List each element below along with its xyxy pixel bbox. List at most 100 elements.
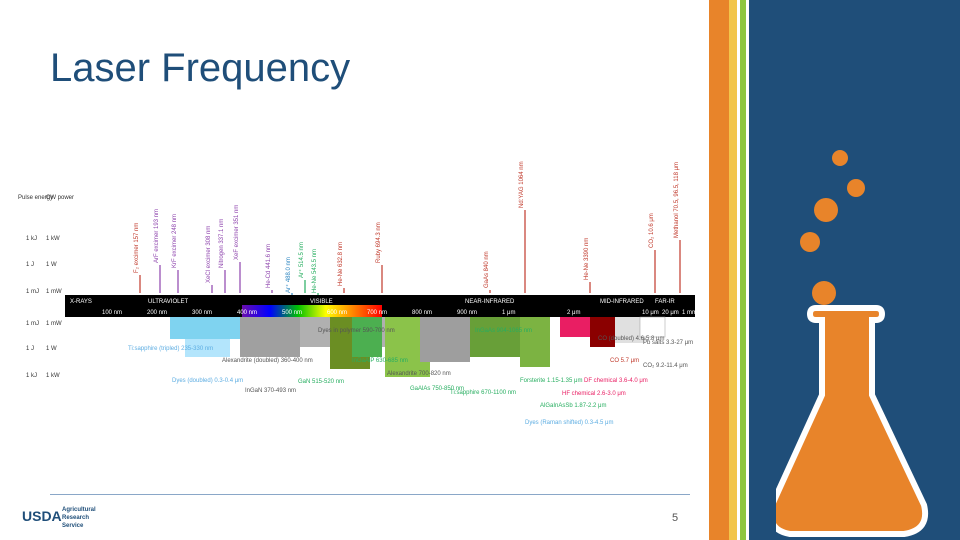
laser-label: Ar⁺ 488.0 nm [285, 257, 292, 293]
uv-scale-bar [65, 305, 242, 317]
laser-range-label: CO (doubled) 4.6-5.8 μm [598, 336, 665, 342]
laser-range-label: Ti:sapphire 670-1100 nm [450, 390, 516, 396]
axis-cw-label: 1 W [46, 262, 57, 268]
ir-scale-bar [382, 305, 695, 317]
tunable-ranges [170, 316, 666, 377]
laser-label: He-Ne 632.8 nm [338, 242, 344, 286]
axis-pulse-label: 1 J [26, 262, 34, 268]
wavelength-tick: 600 nm [327, 310, 347, 316]
wavelength-tick: 400 nm [237, 310, 257, 316]
usda-mark: USDA [22, 508, 62, 524]
bubble-icon [847, 179, 865, 197]
wavelength-ticks: 100 nm 200 nm 300 nm 400 nm 500 nm 600 nm 700 … [102, 310, 697, 316]
laser-range-label: Pb salts 3.3-27 μm [643, 340, 693, 346]
laser-label: XeF excimer 351 nm [234, 205, 240, 260]
bubble-icon [800, 232, 820, 252]
laser-label: Ar⁺ 514.5 nm [298, 242, 305, 278]
laser-label: Nitrogen 337.1 nm [219, 219, 225, 268]
wavelength-tick: 2 μm [567, 310, 580, 316]
laser-label: He-Ne 543.5 nm [312, 249, 318, 293]
spectrum-band-bar [65, 295, 695, 305]
laser-range-label: Alexandrite 700-820 nm [387, 371, 451, 377]
axis-cw-label: 1 mW [46, 289, 62, 295]
band-label: NEAR-INFRARED [465, 299, 515, 305]
wavelength-tick: 700 nm [367, 310, 387, 316]
laser-range-label: InGaAs 904-1065 nm [475, 328, 532, 334]
accent-stripe-yellow [729, 0, 737, 540]
laser-range-label: Alexandrite (doubled) 360-400 nm [222, 358, 313, 364]
upper-laser-labels: F₂ excimer 157 nm ArF excimer 193 nm KrF e… [134, 161, 680, 293]
wavelength-tick: 900 nm [457, 310, 477, 316]
accent-stripe-green [740, 0, 746, 540]
flask-icon [776, 150, 928, 537]
band-label: VISIBLE [310, 299, 333, 305]
power-axis: 1 kJ 1 kW 1 J 1 W 1 mJ 1 mW 1 mJ 1 mW 1 J 1 W 1 kJ… [26, 236, 62, 379]
axis-cw-label: 1 kW [46, 236, 60, 242]
laser-range-label: AlGaInAsSb 1.87-2.2 μm [540, 403, 607, 409]
axis-pulse-label: 1 kJ [26, 236, 37, 242]
axis-pulse-label: 1 mJ [26, 289, 39, 295]
axis-pulse-label: 1 mJ [26, 321, 39, 327]
accent-stripe-orange [709, 0, 729, 540]
agency-line: Agricultural [62, 507, 96, 513]
agency-line: Service [62, 523, 84, 529]
laser-range-label: GaAlAs 750-850 nm [410, 386, 464, 392]
axis-cw-label: 1 W [46, 346, 57, 352]
band-label: X-RAYS [70, 299, 92, 305]
axis-cw-label: 1 kW [46, 373, 60, 379]
wavelength-tick: 10 μm [642, 310, 659, 316]
page-number: 5 [672, 512, 679, 524]
band-label: ULTRAVIOLET [148, 299, 188, 305]
band-labels: X-RAYS ULTRAVIOLET VISIBLE NEAR-INFRARED MID… [70, 299, 675, 305]
wavelength-tick: 1 mm [682, 310, 697, 316]
laser-range-label: GaN 515-520 nm [298, 379, 344, 385]
laser-range-label: InGaAlP 630-685 nm [352, 358, 408, 364]
axis-cw-label: 1 mW [46, 321, 62, 327]
laser-range-label: Dyes in polymer 590-700 nm [318, 328, 395, 334]
bubble-icon [814, 198, 838, 222]
axis-pulse-label: 1 kJ [26, 373, 37, 379]
laser-range-label: HF chemical 2.6-3.0 μm [562, 391, 626, 397]
axis-header-pulse: Pulse energy [18, 195, 53, 201]
laser-label: CO₂ 10.6 μm [649, 213, 655, 248]
laser-range-label: InGaN 370-493 nm [245, 388, 296, 394]
wavelength-tick: 1 μm [502, 310, 515, 316]
visible-gradient [242, 305, 382, 317]
laser-label: Methanol 70.5, 96.5, 118 μm [674, 162, 680, 238]
bubble-icon [812, 281, 836, 305]
laser-label: Nd:YAG 1064 nm [519, 161, 525, 208]
laser-label: ArF excimer 193 nm [154, 209, 160, 263]
bubble-icon [832, 150, 848, 166]
accent-stripe-gap [737, 0, 740, 540]
wavelength-tick: 800 nm [412, 310, 432, 316]
laser-range-label: CO 5.7 μm [610, 358, 639, 364]
laser-label: KrF excimer 248 nm [172, 214, 178, 268]
laser-label: He-Ne 3390 nm [584, 238, 590, 280]
laser-label: F₂ excimer 157 nm [134, 223, 140, 273]
laser-range-label: Ti:sapphire (tripled) 235-330 nm [128, 346, 213, 352]
laser-range-label: Dyes (doubled) 0.3-0.4 μm [172, 378, 243, 384]
lower-laser-labels: Ti:sapphire (tripled) 235-330 nm Dyes (do… [128, 328, 693, 426]
accent-stripe-gap [746, 0, 749, 540]
laser-label: Ruby 694.3 nm [376, 222, 382, 263]
laser-range-label: DF chemical 3.6-4.0 μm [584, 378, 648, 384]
laser-label: He-Cd 441.6 nm [266, 244, 272, 288]
laser-range-label: CO₂ 9.2-11.4 μm [643, 363, 688, 369]
laser-range-label: Forsterite 1.15-1.35 μm [520, 378, 582, 384]
wavelength-tick: 500 nm [282, 310, 302, 316]
wavelength-tick: 100 nm [102, 310, 122, 316]
laser-label: XeCl excimer 308 nm [206, 226, 212, 283]
emission-lines [139, 210, 681, 295]
footer-divider [50, 494, 690, 495]
laser-range-label: Dyes (Raman shifted) 0.3-4.5 μm [525, 420, 614, 426]
laser-spectrum-figure: Pulse energy CW power 1 kJ 1 kW 1 J 1 W 1 mJ… [18, 161, 697, 426]
agency-line: Research [62, 515, 90, 521]
wavelength-tick: 20 μm [662, 310, 679, 316]
wavelength-tick: 200 nm [147, 310, 167, 316]
band-label: MID-INFRARED [600, 299, 644, 305]
axis-header-cw: CW power [46, 195, 74, 201]
axis-pulse-label: 1 J [26, 346, 34, 352]
laser-label: GaAs 840 nm [484, 251, 490, 288]
band-label: FAR-IR [655, 299, 675, 305]
page-title: Laser Frequency [50, 46, 351, 90]
